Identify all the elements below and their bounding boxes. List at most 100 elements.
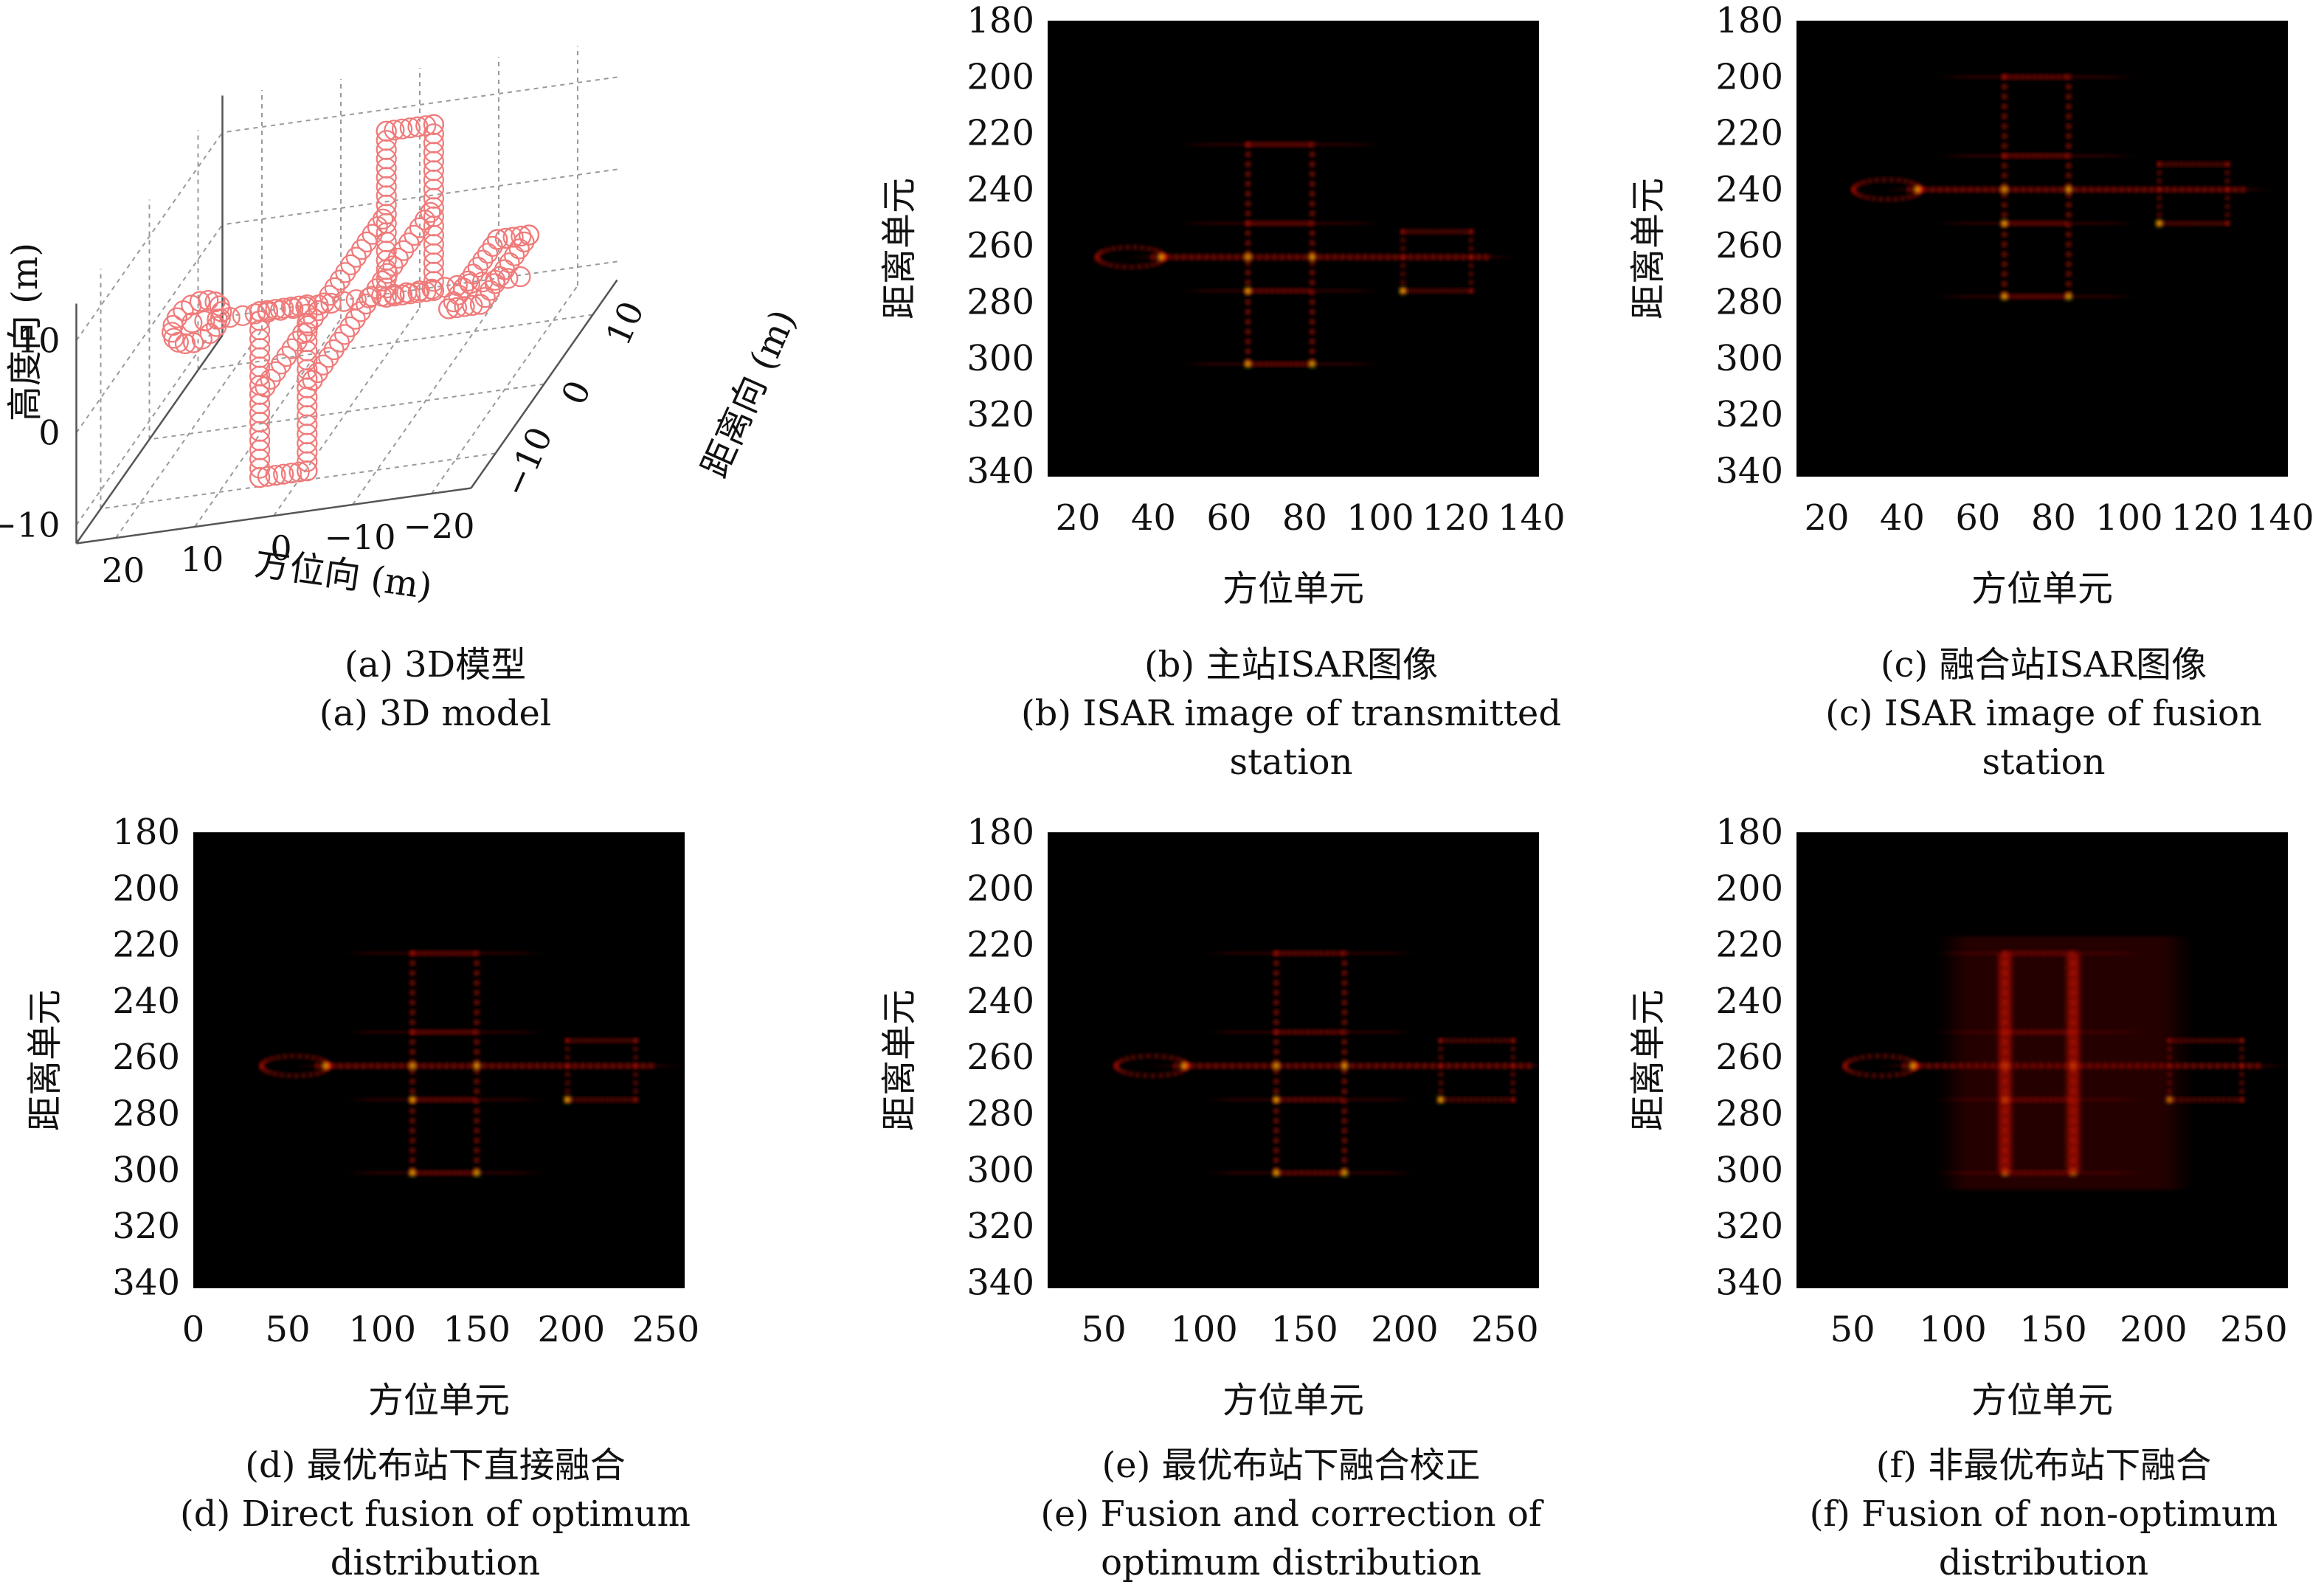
x-tick-label: 250: [1471, 1309, 1539, 1350]
z-tick-label: 0: [38, 413, 60, 453]
scatterer: [628, 1097, 632, 1102]
scatterer: [1310, 250, 1315, 255]
y-tick-label: 240: [1715, 169, 1783, 210]
scatterer: [1481, 1097, 1485, 1102]
x-tick-label: 150: [1270, 1309, 1338, 1350]
scatterer: [1245, 309, 1251, 314]
scatterer: [474, 1069, 480, 1074]
scatter-marker: [472, 249, 494, 271]
scatterer: [1341, 1169, 1348, 1176]
x-tick-label: 50: [1082, 1309, 1127, 1350]
scatterer: [1914, 182, 1918, 187]
sidelobe: [1220, 1098, 1401, 1102]
scatter-marker: [244, 303, 266, 325]
scatterer: [287, 1074, 291, 1078]
scatterer: [1118, 1068, 1123, 1073]
scatter-marker: [328, 331, 350, 353]
y-tick-label: 300: [1715, 338, 1783, 379]
y-tick-label: 300: [966, 338, 1034, 379]
scatter-marker: [372, 208, 394, 229]
scatter-marker: [356, 293, 377, 315]
scatterer: [2066, 232, 2071, 237]
scatterer: [1457, 288, 1462, 293]
scatter-marker: [319, 285, 340, 306]
scatterer: [2239, 1080, 2244, 1085]
scatterer: [1452, 229, 1456, 234]
scatterer: [1178, 1070, 1183, 1074]
scatterer: [2225, 179, 2230, 183]
scatterer: [1401, 272, 1405, 276]
caption-b-cn: (b) 主站ISAR图像: [1144, 644, 1439, 685]
scatter-marker: [499, 252, 520, 274]
scatterer: [302, 1074, 306, 1078]
scatterer: [2066, 281, 2071, 286]
scatterer: [2191, 1097, 2196, 1102]
scatterer: [1882, 178, 1886, 182]
scatterer: [1469, 1097, 1473, 1102]
scatterer: [1342, 961, 1347, 966]
sidelobe: [1898, 187, 2258, 191]
scatterer: [1342, 1079, 1347, 1084]
scatterer: [1463, 229, 1467, 234]
scatterer: [2066, 124, 2071, 129]
y-tick-label: 180: [966, 812, 1034, 853]
scatterer: [1245, 152, 1251, 157]
x-axis-label: 方位单元: [1971, 1380, 2113, 1421]
scatter-marker: [313, 354, 334, 376]
scatter-marker: [297, 460, 318, 482]
scatterer: [605, 1038, 609, 1043]
scatterer: [2221, 1097, 2226, 1102]
sidelobe: [1220, 1030, 1401, 1034]
scatterer: [1273, 1079, 1279, 1084]
scatterer: [1273, 1062, 1280, 1069]
scatterer: [2002, 193, 2007, 198]
scatterer: [1401, 255, 1405, 259]
x-tick-label: 250: [632, 1309, 700, 1350]
scatterer: [2225, 162, 2230, 167]
scatterer: [1101, 249, 1105, 254]
scatterer: [1159, 259, 1163, 263]
y-tick-label: 340: [1715, 1262, 1783, 1303]
scatterer: [1423, 288, 1428, 293]
scatterer: [1904, 1057, 1909, 1061]
scatterer: [315, 1071, 319, 1076]
scatterer: [2225, 170, 2230, 175]
scatterer: [1342, 1128, 1347, 1133]
scatterer: [1412, 288, 1417, 293]
z-tick-label: 10: [17, 321, 60, 361]
y-tick-label: 0: [553, 375, 598, 411]
scatterer: [1310, 280, 1315, 285]
caption-f: (f) 非最优布站下融合 (f) Fusion of non-optimum d…: [1734, 1441, 2324, 1587]
scatterer: [2216, 1097, 2220, 1102]
scatterer: [2168, 162, 2173, 167]
scatterer: [588, 1038, 592, 1043]
x-tick-label: 60: [1206, 497, 1251, 539]
caption-d-cn: (d) 最优布站下直接融合: [245, 1445, 626, 1486]
scatterer: [1152, 248, 1157, 252]
scatterer: [2002, 212, 2007, 218]
scatterer: [1854, 1057, 1858, 1061]
scatter-marker: [302, 308, 324, 329]
sidelobe: [359, 1098, 530, 1102]
scatterer: [2002, 84, 2007, 89]
scatterer: [1245, 270, 1251, 275]
scatterer: [1125, 1057, 1130, 1061]
scatterer: [1158, 1074, 1163, 1078]
scatterer: [2002, 232, 2007, 237]
scatterer: [1273, 1049, 1279, 1054]
scatterer: [410, 1040, 415, 1045]
scatterer: [1138, 1054, 1143, 1059]
scatterer: [1857, 1071, 1861, 1076]
scatterer: [1469, 280, 1473, 285]
x-tick-label: 250: [2220, 1309, 2288, 1350]
scatterer: [1140, 246, 1144, 250]
scatterer: [1859, 194, 1864, 198]
scatterer: [565, 1089, 570, 1093]
sidelobe: [1951, 154, 2122, 158]
scatterer: [297, 1054, 302, 1058]
scatter-marker: [265, 465, 286, 486]
scatterer: [1143, 1074, 1147, 1078]
scatterer: [1155, 261, 1160, 266]
scatter-marker: [409, 217, 430, 238]
y-tick-label: 180: [966, 0, 1034, 41]
